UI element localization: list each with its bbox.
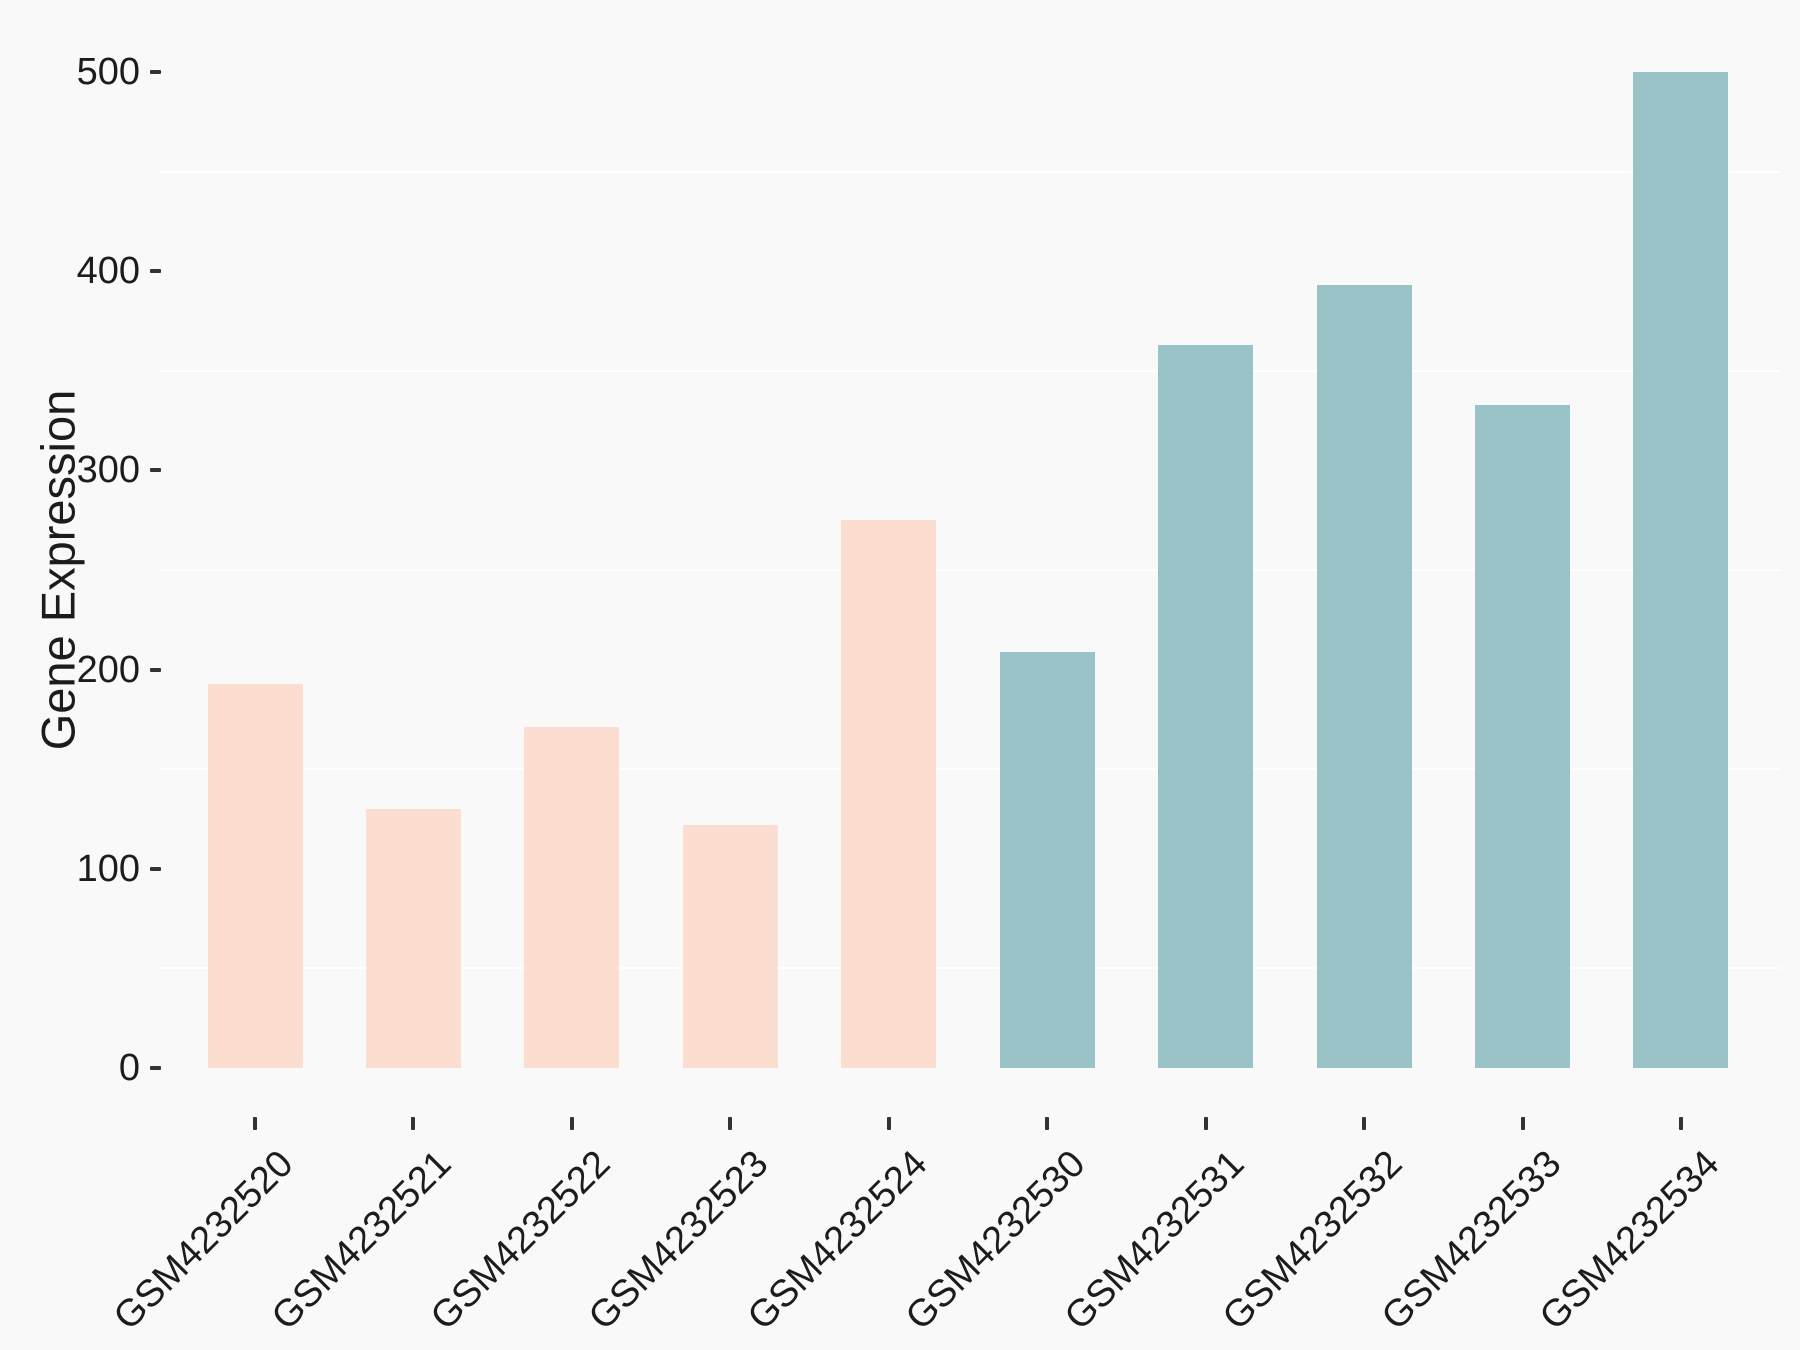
minor-gridline bbox=[160, 768, 1780, 771]
minor-gridline bbox=[160, 569, 1780, 571]
y-tick-label: 500 bbox=[76, 51, 140, 93]
bar-GSM4232534 bbox=[1633, 72, 1729, 1068]
bar-GSM4232530 bbox=[999, 651, 1095, 1068]
y-axis-title: Gene Expression bbox=[31, 389, 85, 751]
x-axis-tick bbox=[411, 1117, 416, 1130]
y-tick-label: 300 bbox=[76, 449, 140, 492]
bar-GSM4232520 bbox=[207, 683, 303, 1068]
y-axis-tick bbox=[150, 269, 161, 274]
y-tick-label: 0 bbox=[118, 1047, 140, 1089]
y-axis-tick bbox=[150, 70, 161, 74]
x-axis-tick bbox=[1520, 1117, 1525, 1130]
x-axis-tick bbox=[253, 1117, 257, 1130]
minor-gridline bbox=[160, 369, 1780, 372]
bar-GSM4232521 bbox=[365, 809, 461, 1068]
bar-GSM4232531 bbox=[1158, 344, 1254, 1068]
x-axis-tick bbox=[1203, 1117, 1208, 1130]
y-axis-tick bbox=[150, 468, 161, 473]
bar-GSM4232532 bbox=[1316, 285, 1412, 1068]
x-axis-tick bbox=[886, 1117, 891, 1130]
bar-GSM4232524 bbox=[841, 520, 937, 1068]
x-axis-tick bbox=[728, 1117, 733, 1130]
minor-gridline bbox=[160, 967, 1780, 970]
bar-GSM4232522 bbox=[524, 727, 620, 1068]
minor-gridline bbox=[160, 170, 1780, 173]
bar-GSM4232523 bbox=[682, 824, 778, 1068]
y-tick-label: 100 bbox=[76, 847, 140, 890]
x-axis-tick bbox=[1678, 1117, 1683, 1130]
x-axis-tick bbox=[569, 1117, 574, 1130]
y-tick-label: 200 bbox=[76, 648, 140, 691]
y-axis-tick bbox=[150, 667, 161, 672]
y-axis-tick bbox=[150, 1066, 161, 1070]
x-axis-tick bbox=[1045, 1117, 1050, 1130]
bar-GSM4232533 bbox=[1475, 404, 1571, 1068]
y-tick-label: 400 bbox=[76, 250, 140, 293]
x-axis-tick bbox=[1362, 1117, 1367, 1130]
y-axis-tick bbox=[150, 866, 161, 871]
